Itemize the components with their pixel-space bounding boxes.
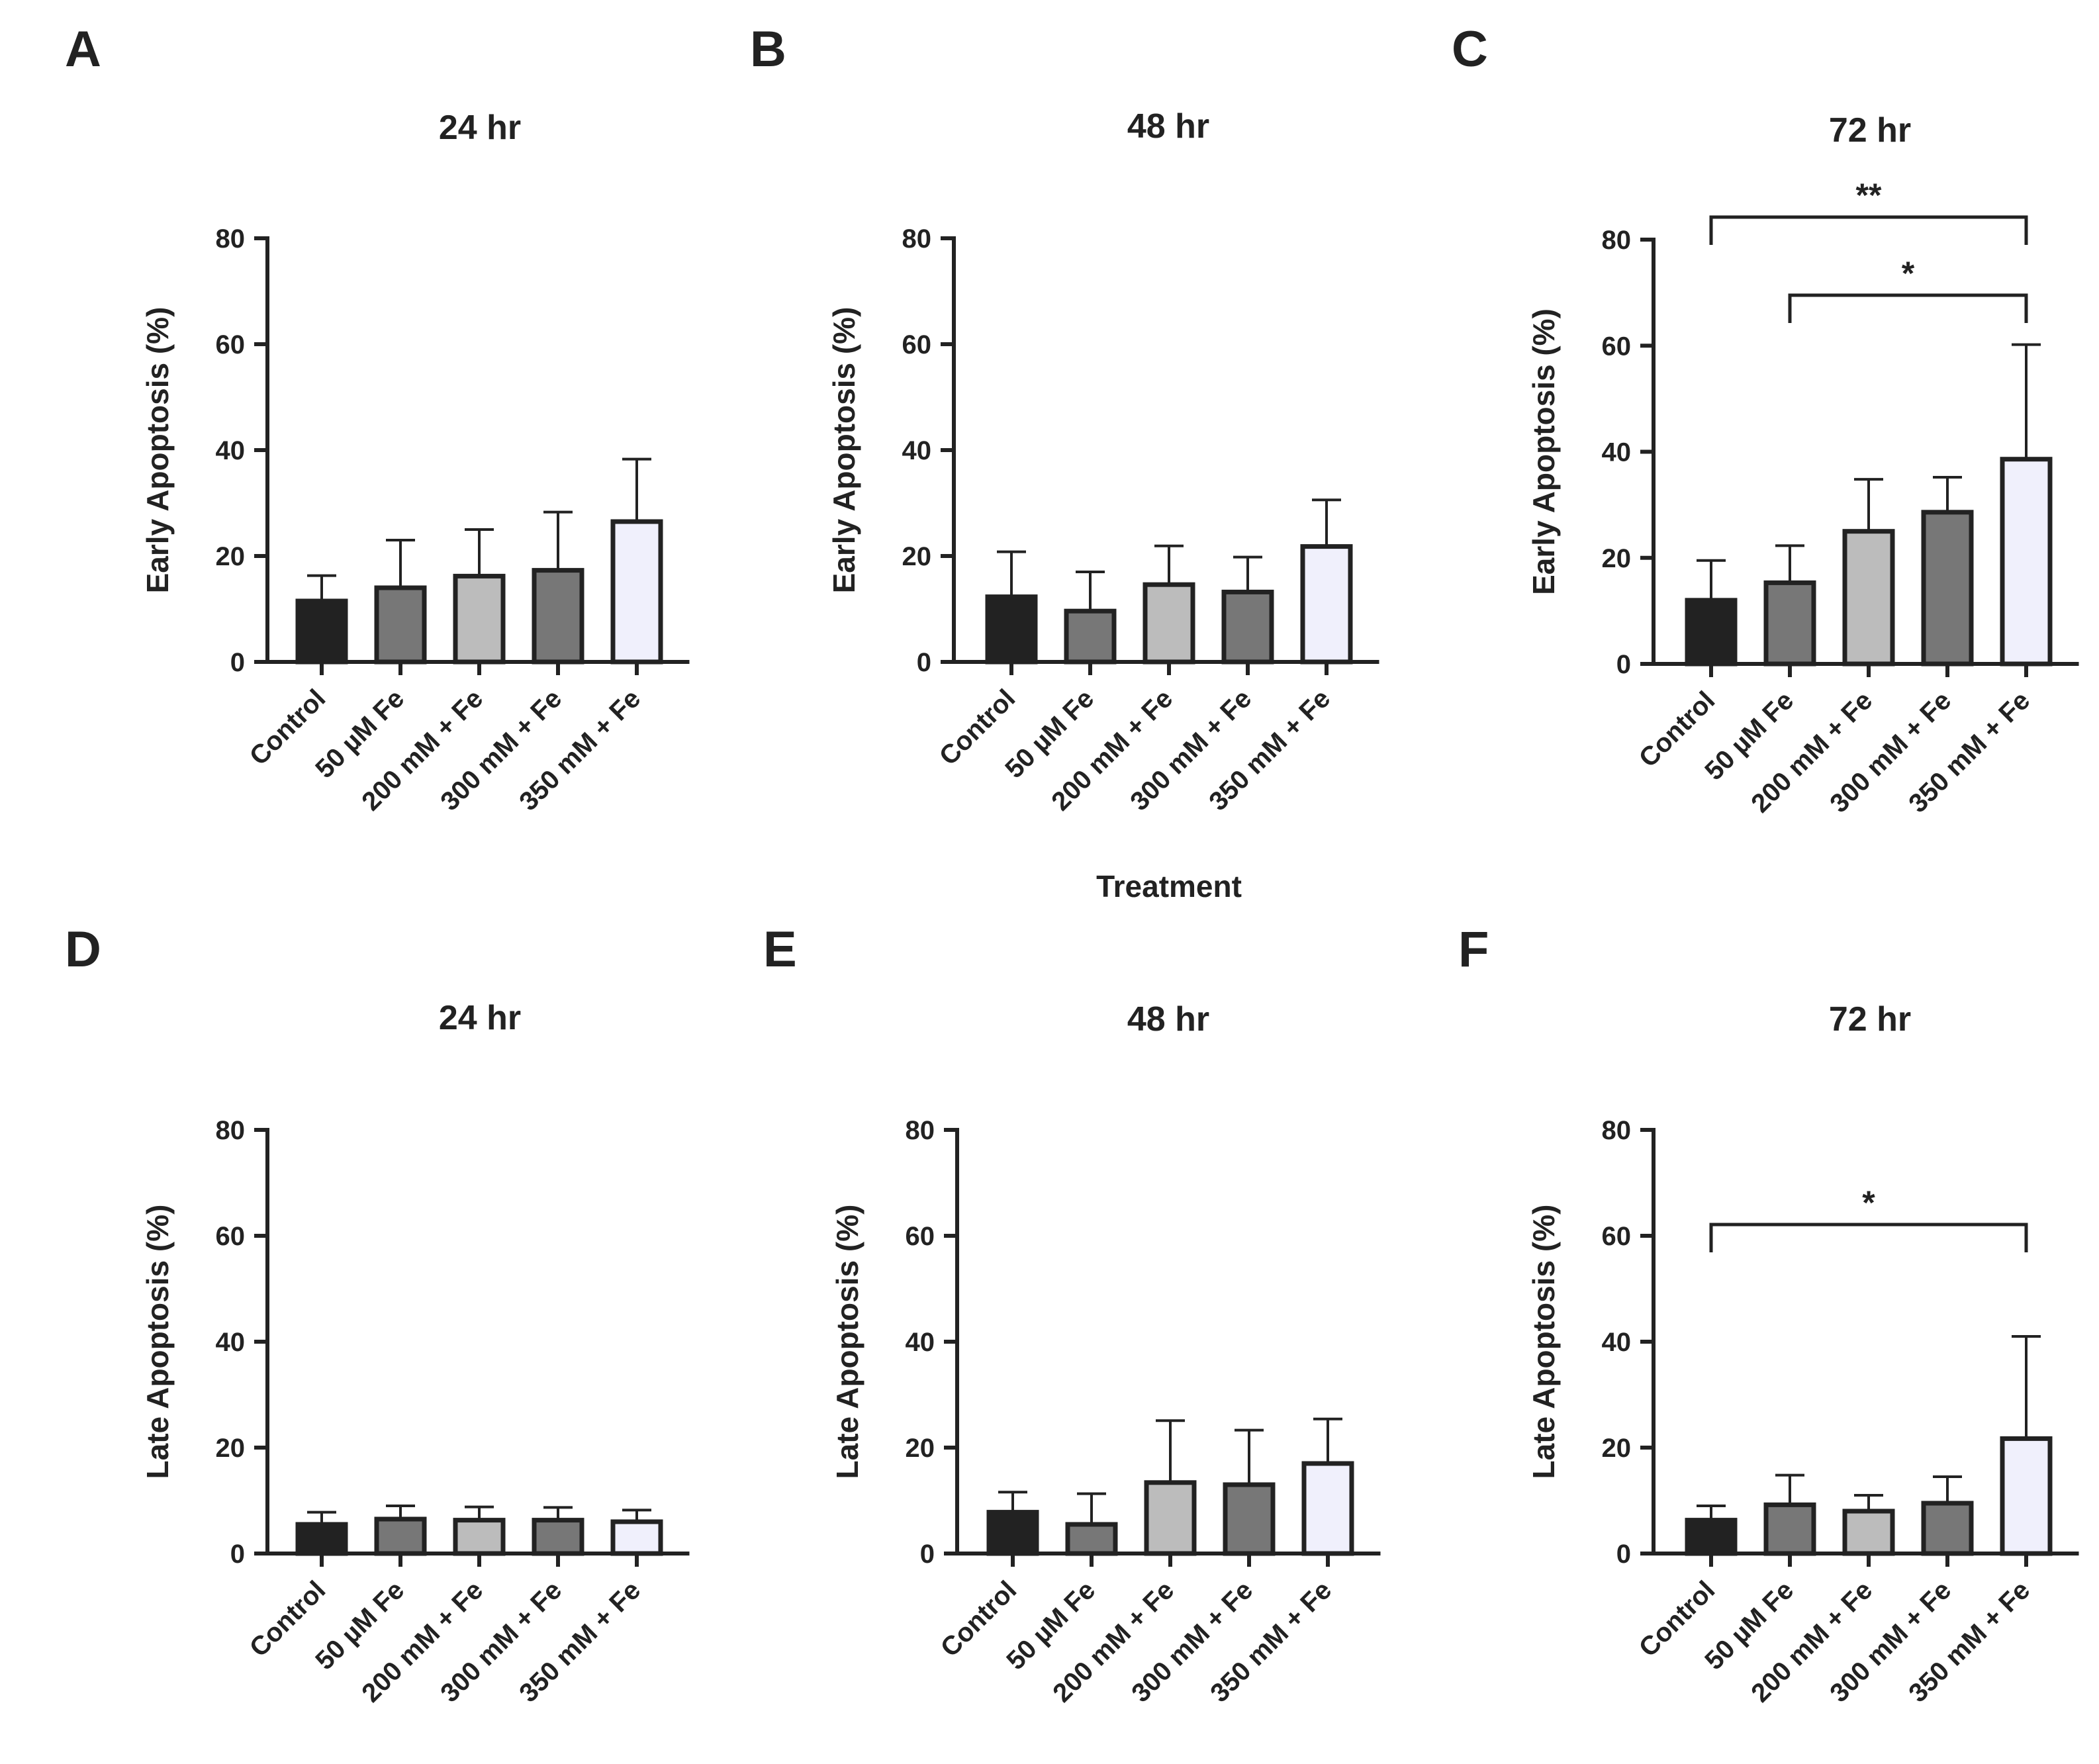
panel-d-y-axis-label: Late Apoptosis (%) (140, 1205, 175, 1479)
panel-c-y-tick-label: 40 (1602, 438, 1632, 467)
panel-f-y-tick-label: 20 (1602, 1434, 1632, 1463)
panel-c-significance-label: * (1902, 255, 1915, 292)
panel-c-significance-label: ** (1856, 177, 1882, 214)
panel-d-letter: D (65, 921, 101, 978)
panel-f-y-tick-label: 60 (1602, 1222, 1632, 1251)
panel-b-y-tick-label: 20 (902, 542, 932, 571)
panel-c-y-axis-label: Early Apoptosis (%) (1526, 308, 1561, 595)
panel-a-y-tick-label: 60 (216, 330, 246, 359)
panel-c-y-tick-label: 0 (1616, 650, 1631, 679)
panel-f-significance-bracket (1709, 1223, 2028, 1252)
panel-e-y-tick-label: 80 (906, 1116, 935, 1145)
panel-e-y-tick-label: 40 (906, 1328, 935, 1357)
panel-f-y-tick-label: 0 (1616, 1540, 1631, 1569)
panel-f-title: 72 hr (1829, 1000, 1911, 1039)
panel-f-bar (1685, 1518, 1738, 1556)
panel-f-letter: F (1458, 921, 1489, 978)
panel-f-bar (1763, 1502, 1816, 1556)
panel-f-y-tick-label: 80 (1602, 1116, 1632, 1145)
panel-e-bar (1301, 1461, 1354, 1556)
panel-e-letter: E (763, 921, 797, 978)
panel-c-y-tick-label: 80 (1602, 226, 1632, 255)
panel-c-bar (1685, 598, 1738, 667)
panel-e-title: 48 hr (1127, 1000, 1209, 1039)
panel-b-title: 48 hr (1127, 107, 1209, 146)
panel-a-y-tick-label: 0 (230, 648, 245, 677)
panel-d-y-tick-label: 60 (216, 1222, 246, 1251)
panel-b-bar (1221, 589, 1274, 665)
panel-a-bar (453, 573, 506, 665)
panel-b-y-tick-label: 80 (902, 224, 932, 254)
panel-d-bar (532, 1518, 584, 1556)
panel-a-bar (374, 585, 427, 665)
panel-b-bar (1064, 608, 1117, 665)
panel-a-bar (532, 568, 584, 665)
panel-b-bar (1300, 544, 1353, 665)
panel-e-y-axis-label: Late Apoptosis (%) (830, 1205, 864, 1479)
panel-c-bar (1842, 529, 1895, 667)
panel-d-y-tick-label: 80 (216, 1116, 246, 1145)
panel-f-bar (1921, 1501, 1974, 1556)
panel-a-y-tick-label: 20 (216, 542, 246, 571)
panel-c-significance-bracket (1709, 215, 2028, 245)
panel-a-letter: A (65, 21, 101, 77)
panel-f-bar (2000, 1436, 2053, 1556)
panel-c-letter: C (1452, 21, 1488, 77)
panel-a-bar (295, 598, 348, 665)
panel-b-bar (1143, 582, 1195, 665)
panel-c-bar (1921, 510, 1974, 667)
panel-c-significance-bracket (1788, 293, 2028, 323)
panel-f-significance-label: * (1862, 1184, 1875, 1221)
panel-c-y-tick-label: 60 (1602, 332, 1632, 361)
panel-c-y-tick-label: 20 (1602, 544, 1632, 573)
panel-b-x-axis-label: Treatment (1096, 869, 1242, 904)
panel-a-y-tick-label: 80 (216, 224, 246, 254)
panel-d-bar (374, 1516, 427, 1556)
panel-e-y-tick-label: 0 (920, 1540, 935, 1569)
panel-d-bar (295, 1522, 348, 1556)
panel-e-bar (1144, 1480, 1197, 1556)
panel-e-bar (986, 1510, 1039, 1556)
panel-b-letter: B (750, 21, 786, 77)
panel-e-y-tick-label: 20 (906, 1434, 935, 1463)
panel-f-bar (1842, 1509, 1895, 1556)
panel-a-y-tick-label: 40 (216, 436, 246, 465)
panel-e-y-tick-label: 60 (906, 1222, 935, 1251)
panel-f-y-axis-label: Late Apoptosis (%) (1526, 1205, 1561, 1479)
panel-f-y-tick-label: 40 (1602, 1328, 1632, 1357)
panel-b-y-tick-label: 0 (917, 648, 931, 677)
panel-d-y-tick-label: 0 (230, 1540, 245, 1569)
panel-d-bar (610, 1519, 663, 1556)
panel-c-title: 72 hr (1829, 111, 1911, 150)
panel-b-y-tick-label: 60 (902, 330, 932, 359)
panel-e-bar (1223, 1482, 1276, 1556)
panel-c-bar (1763, 580, 1816, 667)
panel-a-title: 24 hr (439, 109, 521, 147)
panel-b-bar (985, 594, 1038, 665)
panel-b-y-tick-label: 40 (902, 436, 932, 465)
panel-a-bar (610, 519, 663, 665)
panel-d-title: 24 hr (439, 999, 521, 1037)
panel-a-y-axis-label: Early Apoptosis (%) (140, 307, 175, 594)
panel-c-bar (2000, 457, 2053, 667)
panel-e-bar (1065, 1522, 1118, 1556)
panel-d-y-tick-label: 40 (216, 1328, 246, 1357)
panel-b-y-axis-label: Early Apoptosis (%) (827, 307, 861, 594)
panel-d-y-tick-label: 20 (216, 1434, 246, 1463)
panel-d-bar (453, 1518, 506, 1556)
